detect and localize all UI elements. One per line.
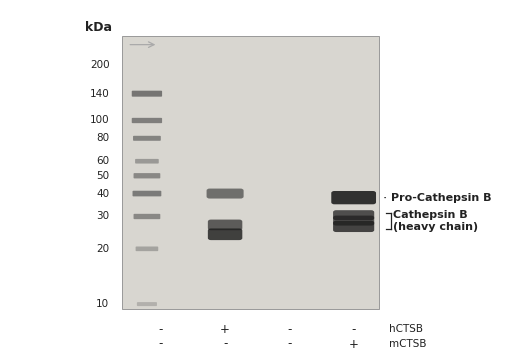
Text: -: - xyxy=(352,323,356,336)
Text: 100: 100 xyxy=(90,116,109,126)
Text: 80: 80 xyxy=(96,133,109,143)
Text: 50: 50 xyxy=(96,171,109,181)
Text: -: - xyxy=(287,337,292,350)
FancyBboxPatch shape xyxy=(208,219,242,230)
Text: Pro-Cathepsin B: Pro-Cathepsin B xyxy=(391,193,492,203)
Text: 30: 30 xyxy=(96,211,109,222)
Text: 40: 40 xyxy=(96,189,109,198)
FancyBboxPatch shape xyxy=(137,302,157,306)
FancyBboxPatch shape xyxy=(132,118,162,123)
Text: mCTSB: mCTSB xyxy=(388,339,426,349)
FancyBboxPatch shape xyxy=(133,136,161,141)
FancyBboxPatch shape xyxy=(333,216,374,225)
FancyBboxPatch shape xyxy=(132,91,162,97)
Text: -: - xyxy=(159,323,163,336)
FancyBboxPatch shape xyxy=(133,191,161,196)
Bar xyxy=(122,36,380,309)
Text: +: + xyxy=(349,337,359,350)
Text: -: - xyxy=(159,337,163,350)
FancyBboxPatch shape xyxy=(134,214,160,219)
FancyBboxPatch shape xyxy=(333,210,374,220)
FancyBboxPatch shape xyxy=(135,159,159,163)
Text: +: + xyxy=(220,323,230,336)
FancyBboxPatch shape xyxy=(331,191,376,204)
Text: -: - xyxy=(287,323,292,336)
Text: 200: 200 xyxy=(90,60,109,70)
FancyBboxPatch shape xyxy=(206,189,243,198)
Text: hCTSB: hCTSB xyxy=(388,324,423,334)
FancyBboxPatch shape xyxy=(136,246,158,251)
FancyBboxPatch shape xyxy=(134,173,160,178)
FancyBboxPatch shape xyxy=(208,229,242,240)
Text: 20: 20 xyxy=(96,244,109,254)
FancyBboxPatch shape xyxy=(333,221,374,232)
Text: Cathepsin B
(heavy chain): Cathepsin B (heavy chain) xyxy=(393,210,478,232)
Text: 140: 140 xyxy=(89,89,109,99)
Text: -: - xyxy=(223,337,227,350)
Text: 60: 60 xyxy=(96,156,109,166)
Text: 10: 10 xyxy=(96,299,109,309)
Text: kDa: kDa xyxy=(85,21,112,35)
